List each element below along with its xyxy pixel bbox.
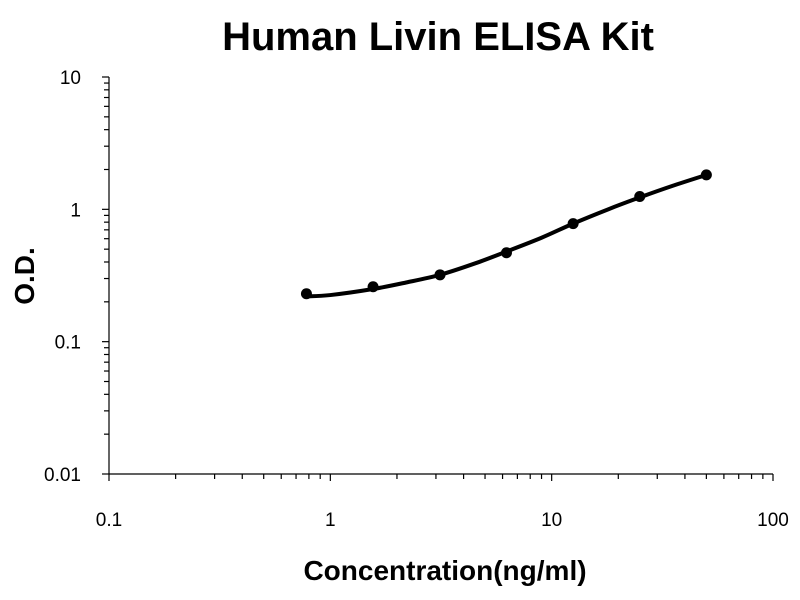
x-tick-label: 10	[541, 510, 562, 531]
data-point	[434, 269, 446, 281]
y-tick-label: 0.01	[44, 465, 81, 486]
tick-labels: 0.1 1 10 100 0.01 0.1 1 10	[44, 68, 789, 531]
data-point	[700, 169, 712, 181]
x-tick-label: 0.1	[96, 510, 122, 531]
data-point	[500, 247, 512, 259]
data-points	[300, 169, 712, 300]
data-point	[634, 191, 646, 203]
x-tick-label: 100	[757, 510, 789, 531]
data-point	[300, 288, 312, 300]
axes	[108, 77, 773, 475]
x-tick-label: 1	[325, 510, 336, 531]
x-axis-label: Concentration(ng/ml)	[303, 555, 586, 586]
fit-curve	[304, 172, 709, 299]
data-point	[567, 218, 579, 230]
y-axis-label: O.D.	[9, 247, 40, 305]
y-tick-label: 1	[70, 200, 81, 221]
fit-curve-group	[304, 172, 709, 299]
tick-marks	[102, 76, 774, 481]
chart-title: Human Livin ELISA Kit	[222, 15, 654, 59]
y-tick-label: 10	[60, 68, 81, 89]
data-point	[367, 281, 379, 293]
y-tick-label: 0.1	[55, 333, 81, 354]
